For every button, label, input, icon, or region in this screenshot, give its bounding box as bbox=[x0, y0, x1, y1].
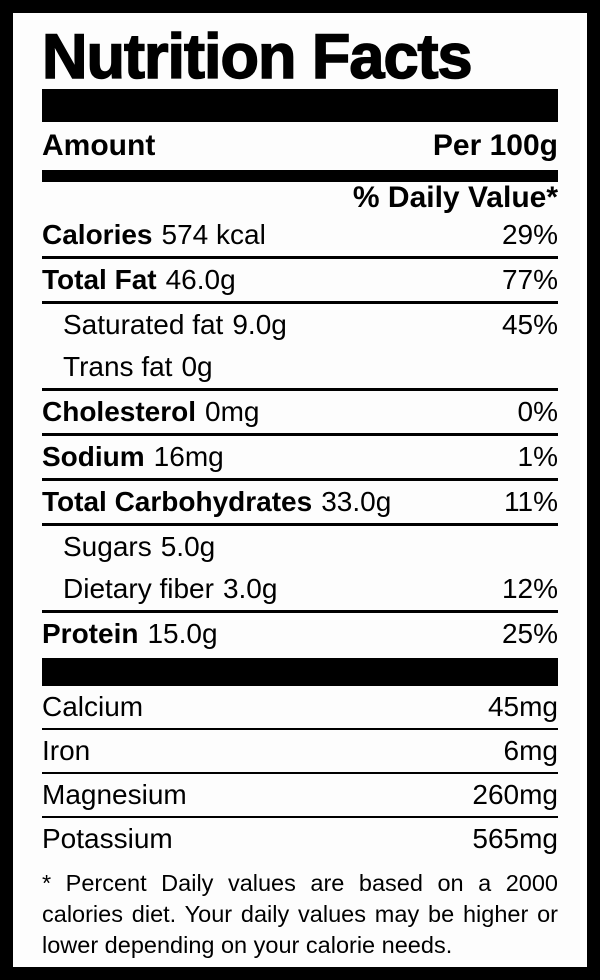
mineral-row-iron: Iron 6mg bbox=[42, 730, 558, 772]
divider-bar-header bbox=[42, 170, 558, 182]
mineral-label: Calcium bbox=[42, 691, 144, 722]
separator bbox=[42, 610, 558, 613]
nutrient-label: Trans fat bbox=[63, 351, 173, 382]
nutrient-row-sugars: Sugars 5.0g bbox=[42, 526, 558, 568]
mineral-row-magnesium: Magnesium 260mg bbox=[42, 774, 558, 816]
nutrient-value: 46.0g bbox=[165, 264, 236, 295]
nutrient-value: 9.0g bbox=[232, 309, 287, 340]
nutrient-row-total-fat: Total Fat 46.0g 77% bbox=[42, 259, 558, 301]
divider-bar-top bbox=[42, 89, 558, 122]
separator bbox=[42, 433, 558, 436]
separator bbox=[42, 301, 558, 304]
nutrient-value: 33.0g bbox=[321, 486, 392, 517]
nutrient-label: Protein bbox=[42, 618, 139, 649]
nutrient-daily-value: 77% bbox=[501, 264, 558, 295]
per-100g-label: Per 100g bbox=[432, 129, 558, 162]
nutrient-daily-value: 45% bbox=[501, 309, 558, 340]
nutrient-daily-value: 12% bbox=[501, 573, 558, 604]
nutrient-label: Cholesterol bbox=[42, 396, 197, 427]
daily-value-header: % Daily Value* bbox=[352, 181, 558, 214]
separator bbox=[42, 256, 558, 259]
nutrient-value: 574 kcal bbox=[161, 219, 266, 250]
nutrient-row-cholesterol: Cholesterol 0mg 0% bbox=[42, 391, 558, 433]
separator bbox=[42, 816, 558, 818]
nutrient-daily-value: 25% bbox=[501, 618, 558, 649]
separator bbox=[42, 728, 558, 730]
mineral-value: 45mg bbox=[487, 691, 558, 722]
nutrient-row-protein: Protein 15.0g 25% bbox=[42, 613, 558, 655]
nutrient-value: 0mg bbox=[205, 396, 260, 427]
nutrient-row-calories: Calories 574 kcal 29% bbox=[42, 214, 558, 256]
mineral-row-potassium: Potassium 565mg bbox=[42, 818, 558, 860]
nutrient-value: 0g bbox=[181, 351, 213, 382]
nutrient-value: 16mg bbox=[153, 441, 224, 472]
nutrient-daily-value: 11% bbox=[504, 486, 558, 517]
mineral-value: 260mg bbox=[472, 779, 558, 810]
nutrient-label: Sugars bbox=[63, 531, 152, 562]
nutrient-daily-value: 29% bbox=[501, 219, 558, 250]
mineral-value: 565mg bbox=[472, 823, 558, 854]
label-title: Nutrition Facts bbox=[41, 22, 473, 92]
nutrient-label: Calories bbox=[42, 219, 153, 250]
separator bbox=[42, 772, 558, 774]
nutrient-value: 3.0g bbox=[222, 573, 278, 604]
mineral-row-calcium: Calcium 45mg bbox=[42, 686, 558, 728]
mineral-label: Magnesium bbox=[42, 779, 187, 810]
nutrient-row-sodium: Sodium 16mg 1% bbox=[42, 436, 558, 478]
mineral-label: Iron bbox=[42, 735, 91, 766]
nutrient-row-total-carbohydrates: Total Carbohydrates 33.0g 11% bbox=[42, 481, 558, 523]
nutrient-label: Total Fat bbox=[42, 264, 157, 295]
divider-bar-minerals bbox=[42, 658, 558, 686]
nutrient-row-trans-fat: Trans fat 0g bbox=[42, 346, 558, 388]
amount-label: Amount bbox=[42, 129, 156, 162]
daily-value-footnote: * Percent Daily values are based on a 20… bbox=[42, 870, 558, 958]
nutrition-label: Nutrition Facts Amount Per 100g % Daily … bbox=[13, 13, 587, 967]
nutrient-value: 15.0g bbox=[147, 618, 218, 649]
separator bbox=[42, 388, 558, 391]
separator bbox=[42, 478, 558, 481]
nutrient-label: Saturated fat bbox=[63, 309, 224, 340]
mineral-label: Potassium bbox=[42, 823, 173, 854]
nutrient-label: Total Carbohydrates bbox=[42, 486, 313, 517]
nutrient-label: Dietary fiber bbox=[63, 573, 214, 604]
nutrient-row-saturated-fat: Saturated fat 9.0g 45% bbox=[42, 304, 558, 346]
amount-header-row: Amount Per 100g bbox=[42, 122, 558, 170]
nutrient-value: 5.0g bbox=[160, 531, 216, 562]
mineral-value: 6mg bbox=[503, 735, 558, 766]
nutrient-daily-value: 0% bbox=[517, 396, 558, 427]
nutrient-row-dietary-fiber: Dietary fiber 3.0g 12% bbox=[42, 568, 558, 610]
nutrient-label: Sodium bbox=[42, 441, 145, 472]
nutrient-daily-value: 1% bbox=[517, 441, 558, 472]
separator bbox=[42, 523, 558, 526]
